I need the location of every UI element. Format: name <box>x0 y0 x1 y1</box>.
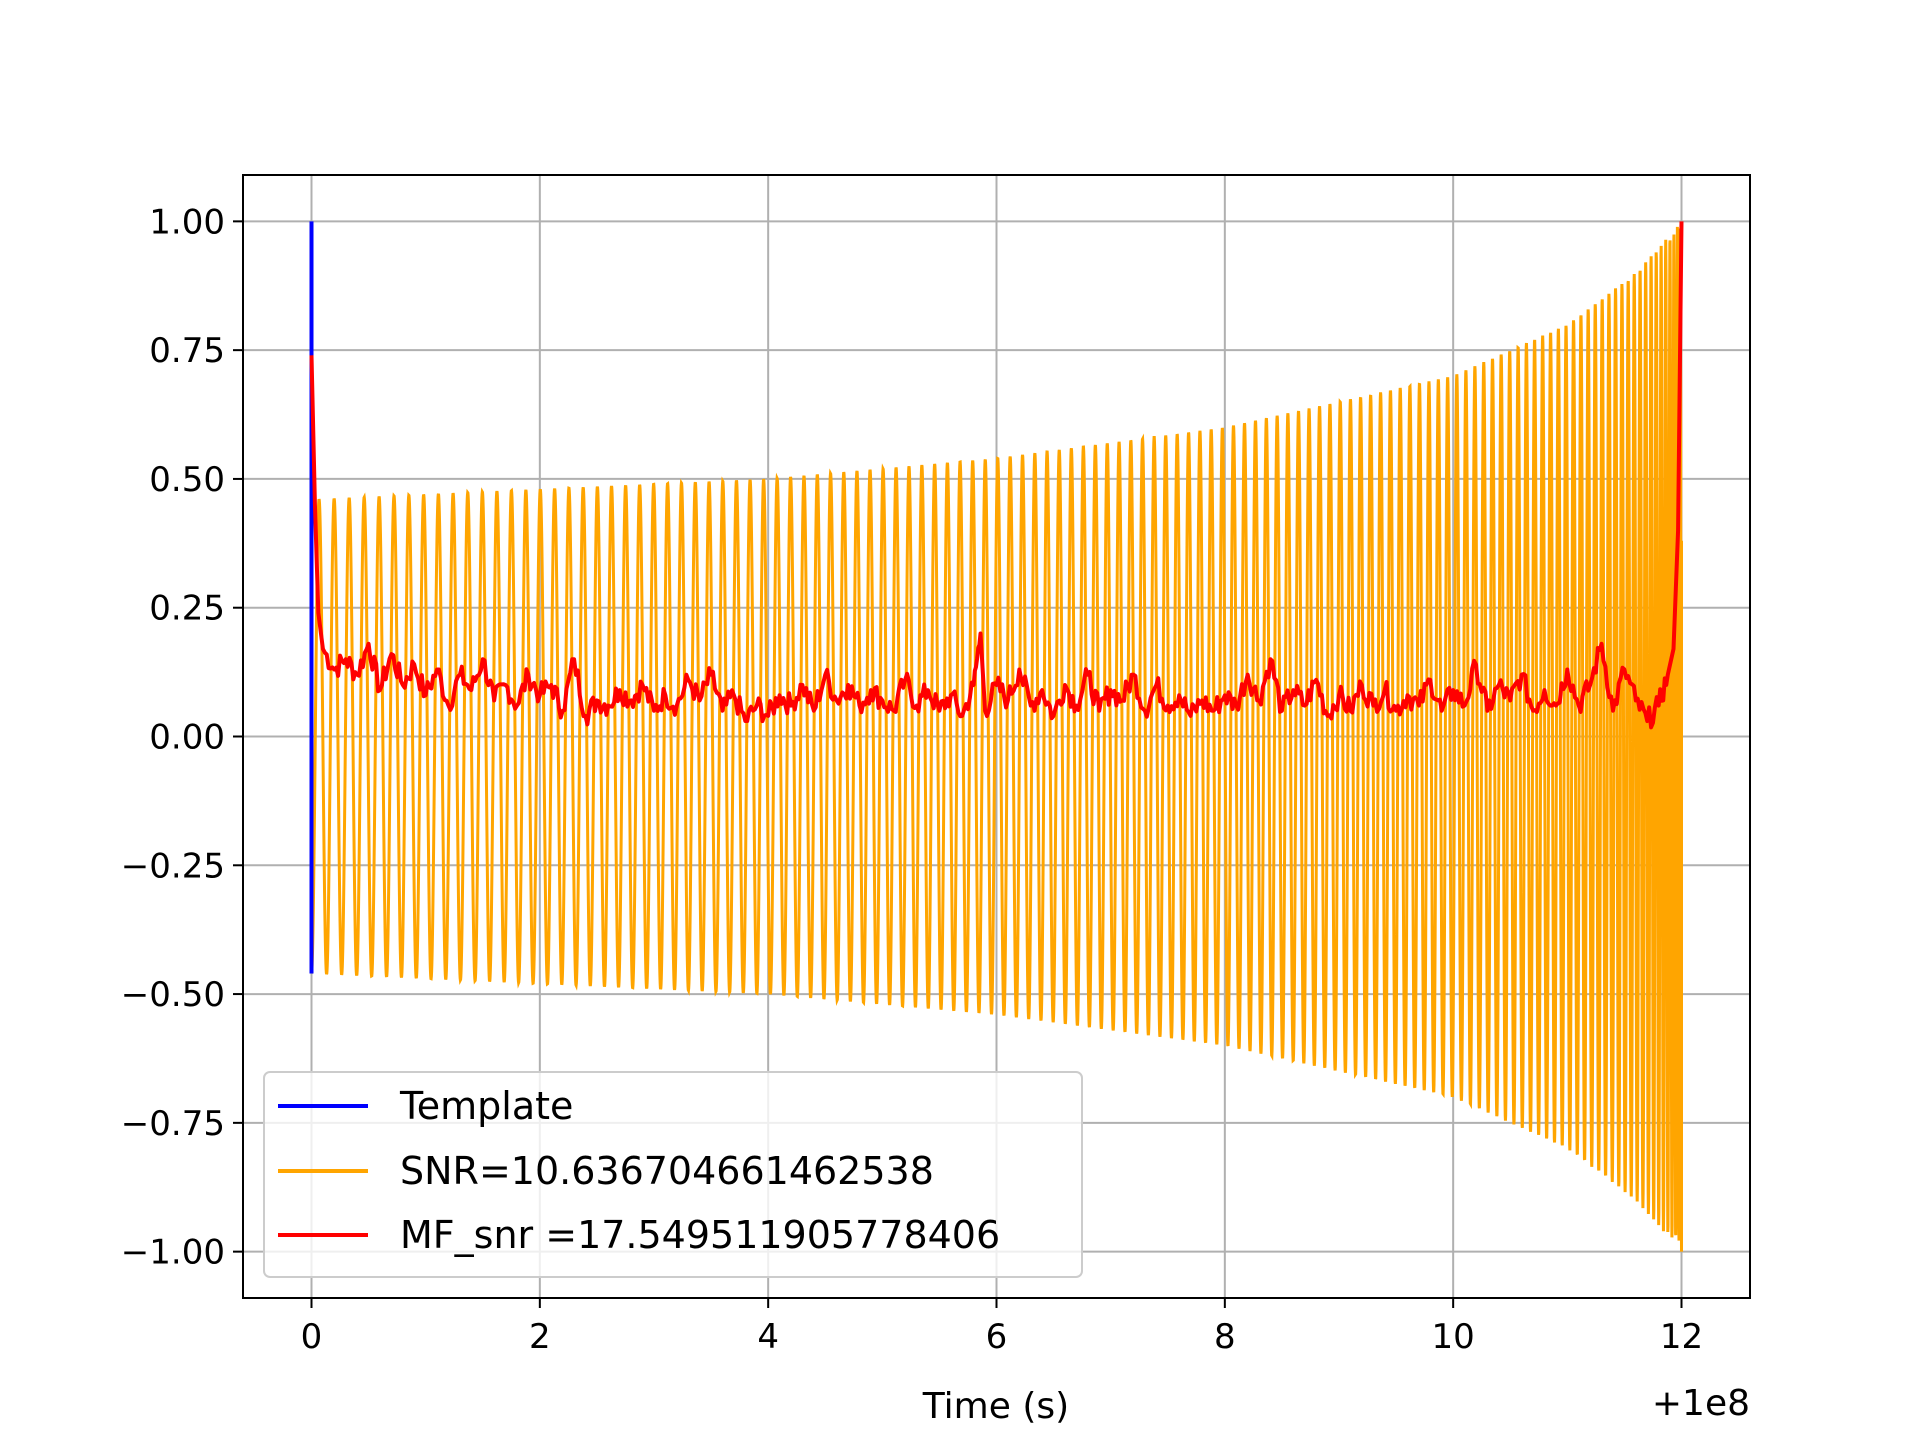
x-tick-label: 10 <box>1432 1317 1475 1357</box>
y-tick-label: −0.75 <box>121 1104 225 1144</box>
legend-label-template: Template <box>399 1084 573 1128</box>
x-tick-label: 2 <box>529 1317 551 1357</box>
legend-label-mf-snr: MF_snr =17.549511905778406 <box>400 1213 1000 1257</box>
x-axis-label: Time (s) <box>922 1386 1069 1427</box>
x-tick-label: 12 <box>1660 1317 1703 1357</box>
legend-box <box>263 1071 1083 1278</box>
mf-snr-series-line <box>309 221 1684 730</box>
series-layer <box>309 221 1684 1252</box>
y-tick-label: 1.00 <box>149 202 225 242</box>
snr-series-line <box>310 226 1683 1252</box>
y-tick-label: 0.00 <box>149 718 225 758</box>
x-tick-label: 4 <box>757 1317 779 1357</box>
y-tick-label: −1.00 <box>121 1233 225 1273</box>
y-tick-label: −0.25 <box>121 846 225 886</box>
y-tick-label: −0.50 <box>121 975 225 1015</box>
x-tick-label: 6 <box>986 1317 1008 1357</box>
plot-area <box>309 221 1684 1252</box>
x-tick-label: 0 <box>301 1317 323 1357</box>
y-tick-label: 0.75 <box>149 331 225 371</box>
x-offset-label: +1e8 <box>1652 1383 1750 1424</box>
legend: Template SNR=10.636704661462538 MF_snr =… <box>263 1071 1083 1278</box>
y-tick-label: 0.50 <box>149 460 225 500</box>
ticks: 0 2 4 6 8 10 12 1.00 0.75 0.50 0.25 0.00 −0.25 −0.50 −… <box>121 202 1703 1357</box>
legend-label-snr: SNR=10.636704661462538 <box>400 1149 934 1193</box>
x-tick-label: 8 <box>1214 1317 1236 1357</box>
y-tick-label: 0.25 <box>149 589 225 629</box>
